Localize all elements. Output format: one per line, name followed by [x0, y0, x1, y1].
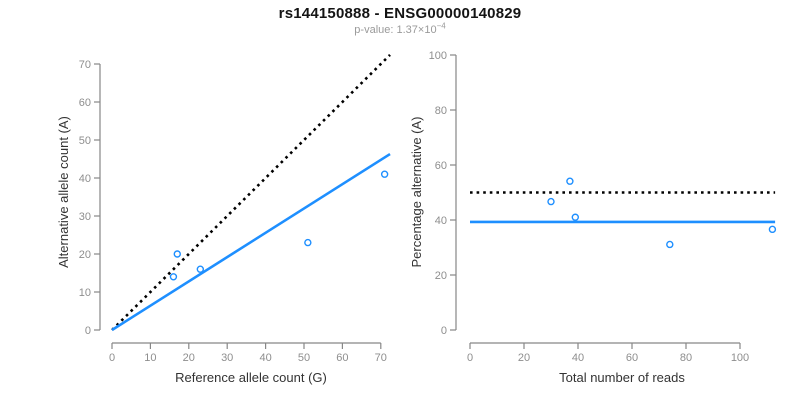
right-scatter-plot: Total number of reads Percentage alterna… [409, 50, 777, 385]
x-tick-label: 0 [467, 352, 473, 364]
y-tick-label: 50 [79, 135, 91, 147]
figure-header: rs144150888 - ENSG00000140829 p-value: 1… [0, 5, 800, 36]
x-tick-label: 100 [731, 352, 749, 364]
pvalue-mantissa: 1.37×10 [396, 24, 437, 36]
x-tick-label: 60 [626, 352, 638, 364]
pvalue-exponent: −4 [436, 21, 446, 31]
right-x-axis-title: Total number of reads [559, 370, 685, 385]
left-scatter-plot: Reference allele count (G) Alternative a… [56, 53, 391, 385]
x-tick-label: 0 [109, 352, 115, 364]
data-point [196, 265, 205, 273]
identity-line [111, 53, 391, 331]
y-tick-label: 60 [435, 160, 447, 172]
data-point [566, 177, 574, 185]
data-point [571, 213, 579, 221]
regression-line [111, 152, 391, 332]
y-tick-label: 0 [441, 325, 447, 337]
chart-subtitle: p-value: 1.37×10−4 [0, 21, 800, 36]
y-tick-label: 40 [435, 215, 447, 227]
y-tick-label: 40 [79, 173, 91, 185]
y-tick-label: 20 [79, 249, 91, 261]
y-tick-label: 100 [429, 50, 447, 62]
x-tick-label: 30 [221, 352, 233, 364]
x-tick-label: 20 [183, 352, 195, 364]
y-tick-label: 80 [435, 105, 447, 117]
data-point [173, 250, 181, 258]
x-tick-label: 50 [298, 352, 310, 364]
x-tick-label: 80 [680, 352, 692, 364]
left-y-axis-title: Alternative allele count (A) [56, 116, 71, 268]
chart-title: rs144150888 - ENSG00000140829 [278, 5, 522, 22]
x-tick-label: 40 [259, 352, 271, 364]
y-tick-label: 20 [435, 270, 447, 282]
y-tick-label: 0 [85, 325, 91, 337]
y-tick-label: 60 [79, 97, 91, 109]
y-tick-label: 10 [79, 287, 91, 299]
data-point [768, 225, 777, 234]
y-tick-label: 70 [79, 59, 91, 71]
x-tick-label: 70 [375, 352, 387, 364]
x-tick-label: 40 [572, 352, 584, 364]
y-tick-label: 30 [79, 211, 91, 223]
data-point [169, 273, 178, 281]
data-point [304, 238, 312, 247]
x-tick-label: 60 [336, 352, 348, 364]
left-x-axis-title: Reference allele count (G) [175, 370, 327, 385]
x-tick-label: 20 [518, 352, 530, 364]
data-point [547, 197, 555, 206]
pvalue-label: p-value: [354, 24, 397, 36]
x-tick-label: 10 [144, 352, 156, 364]
data-point [666, 240, 674, 249]
data-point [380, 170, 389, 178]
right-y-axis-title: Percentage alternative (A) [409, 116, 424, 267]
